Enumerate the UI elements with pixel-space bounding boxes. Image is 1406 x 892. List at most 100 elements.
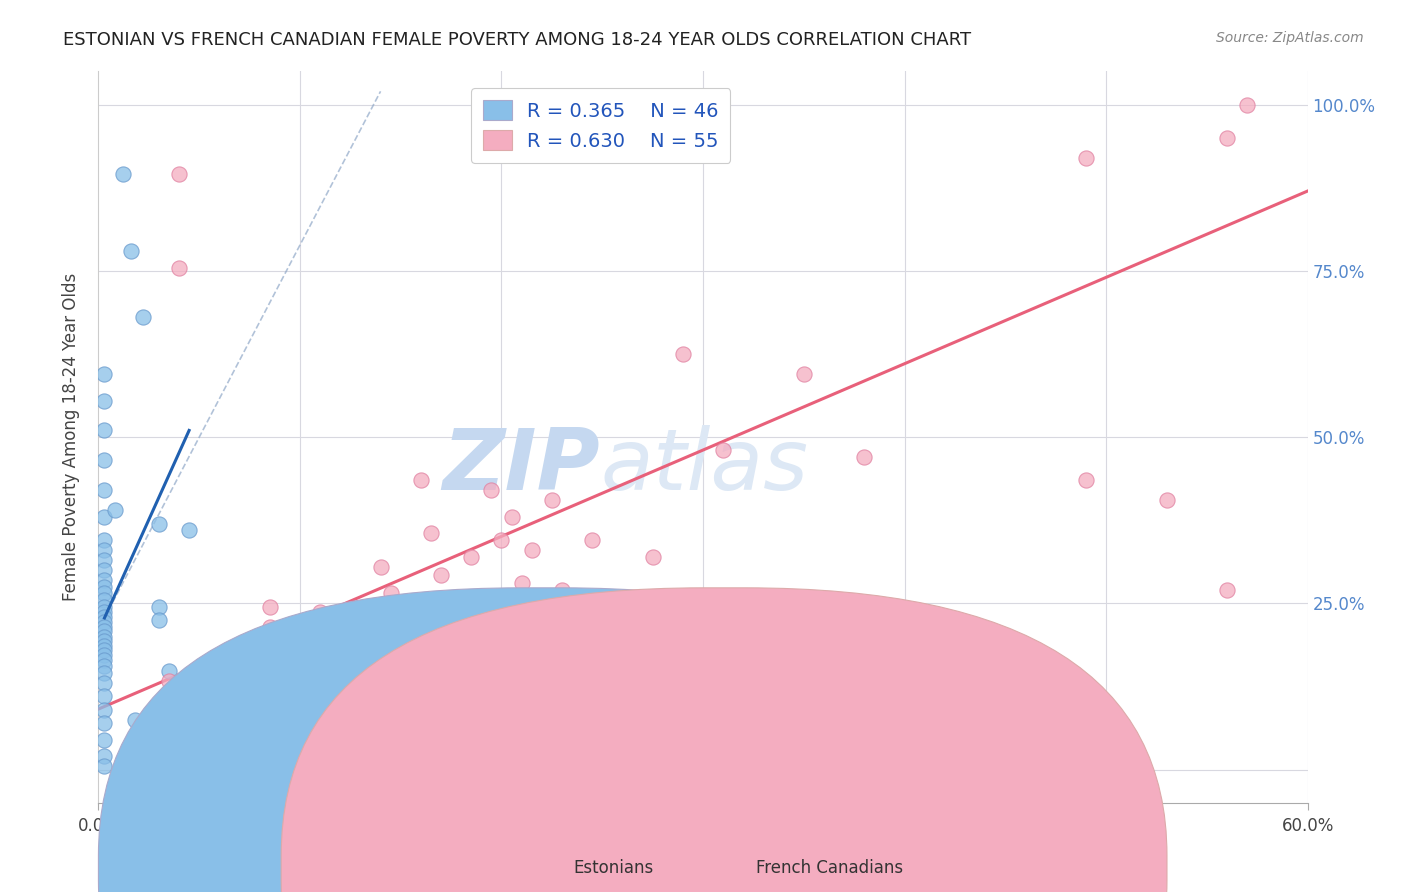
Point [501,509,523,524]
Point [672,347,695,361]
Point [93,605,115,619]
Point [551,582,574,597]
Point [93,599,115,614]
Point [440,612,463,626]
Point [309,623,332,637]
Point [440,643,463,657]
Text: atlas: atlas [600,425,808,508]
Point [93,648,115,662]
Point [103,503,125,517]
Point [481,483,503,498]
Point [380,626,402,640]
Point [540,493,562,508]
Point [120,244,142,258]
Point [380,640,402,654]
Point [93,609,115,624]
Point [93,703,115,717]
Point [349,659,371,673]
Point [571,649,593,664]
Point [380,586,402,600]
Point [93,749,115,764]
Point [510,576,533,591]
Point [93,666,115,681]
Point [143,726,166,740]
Point [409,473,432,487]
Point [93,509,115,524]
Point [93,615,115,629]
Point [93,483,115,498]
Point [1236,97,1258,112]
Point [309,605,332,619]
Point [641,549,664,564]
Point [520,595,543,609]
Legend: R = 0.365    N = 46, R = 0.630    N = 55: R = 0.365 N = 46, R = 0.630 N = 55 [471,88,731,162]
Point [1074,151,1097,165]
Point [93,659,115,673]
Point [288,666,311,681]
Point [157,674,180,689]
Point [148,516,170,531]
Point [93,424,115,438]
Point [93,580,115,594]
Point [93,639,115,653]
Text: Source: ZipAtlas.com: Source: ZipAtlas.com [1216,31,1364,45]
Point [93,716,115,731]
Point [93,593,115,607]
Point [148,613,170,627]
Point [380,608,402,623]
Point [93,634,115,648]
Point [218,653,240,667]
Point [93,393,115,408]
Point [93,586,115,600]
Point [853,450,876,464]
Point [93,630,115,644]
Point [93,690,115,704]
Point [157,664,180,678]
Point [93,553,115,567]
Text: French Canadians: French Canadians [756,859,904,877]
Point [93,624,115,639]
Point [440,630,463,644]
Point [501,616,523,631]
Point [93,573,115,587]
Point [1156,493,1178,508]
Point [370,559,392,574]
Point [93,732,115,747]
Point [793,367,815,381]
Point [93,676,115,690]
Point [93,533,115,548]
Point [167,260,190,275]
Point [430,568,453,582]
Text: ESTONIAN VS FRENCH CANADIAN FEMALE POVERTY AMONG 18-24 YEAR OLDS CORRELATION CHA: ESTONIAN VS FRENCH CANADIAN FEMALE POVER… [63,31,972,49]
Point [460,549,482,564]
Point [1074,473,1097,487]
Point [309,636,332,650]
Point [167,168,190,182]
Point [93,367,115,381]
Point [288,656,311,670]
Text: ZIP: ZIP [443,425,600,508]
Point [259,599,281,614]
Point [188,669,211,683]
Point [612,617,634,632]
Point [124,713,146,727]
Point [711,443,734,458]
Point [520,543,543,558]
Point [1216,582,1239,597]
Point [93,759,115,773]
Point [93,453,115,467]
Point [259,619,281,633]
Text: Estonians: Estonians [574,859,654,877]
Point [803,673,825,687]
Y-axis label: Female Poverty Among 18-24 Year Olds: Female Poverty Among 18-24 Year Olds [62,273,80,601]
Point [1216,131,1239,145]
Point [470,598,492,612]
Point [179,676,201,690]
Point [179,523,201,537]
Point [111,168,134,182]
Point [259,632,281,647]
Point [440,591,463,605]
Point [93,653,115,667]
Point [93,563,115,577]
Point [218,663,240,677]
